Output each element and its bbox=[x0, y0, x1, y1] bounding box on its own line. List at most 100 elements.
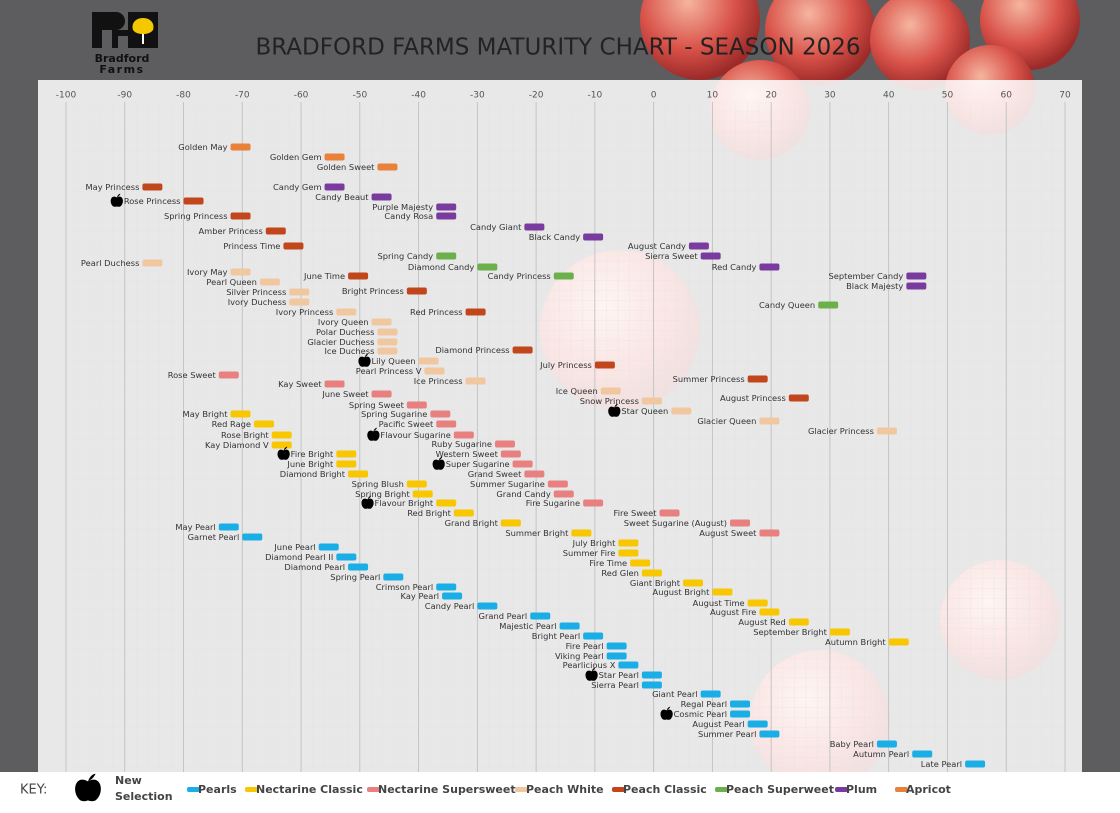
new-selection-icon bbox=[660, 706, 673, 720]
logo-text: Farms bbox=[99, 63, 144, 76]
bar bbox=[430, 410, 451, 418]
legend-swatch bbox=[612, 787, 625, 792]
new-selection-icon bbox=[361, 495, 374, 509]
variety-label: Super Sugarine bbox=[446, 459, 510, 469]
variety-label: Ice Duchess bbox=[324, 346, 374, 356]
bar bbox=[477, 602, 498, 610]
variety-label: Fire Pearl bbox=[566, 641, 604, 651]
variety-label: September Bright bbox=[753, 627, 827, 637]
legend-swatch bbox=[715, 787, 728, 792]
new-selection-icon bbox=[110, 193, 123, 207]
variety-label: Red Bright bbox=[407, 508, 451, 518]
legend-label: Apricot bbox=[906, 783, 951, 796]
bar bbox=[788, 618, 809, 626]
legend-swatch bbox=[835, 787, 848, 792]
x-tick-label: -20 bbox=[529, 91, 544, 101]
x-tick-label: 10 bbox=[707, 91, 719, 101]
variety-label: Viking Pearl bbox=[555, 651, 604, 661]
variety-label: Spring Blush bbox=[352, 479, 404, 489]
variety-label: Lily Queen bbox=[372, 356, 416, 366]
variety-label: Flavour Sugarine bbox=[380, 430, 450, 440]
legend-label: Nectarine Classic bbox=[256, 783, 363, 796]
bar bbox=[606, 642, 627, 650]
bar bbox=[659, 509, 680, 517]
new-selection-icon bbox=[608, 403, 621, 417]
bar bbox=[688, 242, 709, 250]
variety-label: Bright Pearl bbox=[532, 631, 580, 641]
bar bbox=[442, 592, 463, 600]
bar bbox=[218, 523, 239, 531]
variety-label: Black Majesty bbox=[846, 281, 903, 291]
bar bbox=[553, 272, 574, 280]
bar bbox=[348, 563, 369, 571]
x-tick-label: 30 bbox=[824, 91, 836, 101]
variety-label: Red Candy bbox=[712, 262, 757, 272]
bar bbox=[618, 549, 639, 557]
legend-swatch bbox=[515, 787, 528, 792]
variety-label: Grand Candy bbox=[496, 489, 550, 499]
bar bbox=[630, 559, 651, 567]
bar bbox=[318, 543, 339, 551]
variety-label: Late Pearl bbox=[921, 759, 962, 769]
bar bbox=[559, 622, 580, 630]
bar bbox=[436, 212, 457, 220]
bar bbox=[371, 390, 392, 398]
variety-label: Giant Pearl bbox=[652, 689, 698, 699]
variety-label: Diamond Bright bbox=[280, 469, 346, 479]
variety-label: Fire Bright bbox=[291, 449, 334, 459]
x-tick-label: -100 bbox=[56, 91, 77, 101]
variety-label: Ivory May bbox=[187, 267, 228, 277]
variety-label: Crimson Pearl bbox=[376, 582, 434, 592]
bar bbox=[377, 347, 398, 355]
variety-label: Fire Sugarine bbox=[526, 498, 580, 508]
variety-label: Spring Sugarine bbox=[361, 409, 427, 419]
bar bbox=[465, 308, 486, 316]
variety-label: Spring Pearl bbox=[330, 572, 380, 582]
variety-label: Golden Gem bbox=[270, 152, 322, 162]
bar bbox=[583, 632, 604, 640]
x-tick-label: 50 bbox=[942, 91, 954, 101]
variety-label: Glacier Princess bbox=[808, 426, 874, 436]
bar bbox=[436, 252, 457, 260]
bar bbox=[906, 272, 927, 280]
variety-label: Western Sweet bbox=[436, 449, 499, 459]
bar bbox=[912, 750, 933, 758]
variety-label: August Pearl bbox=[692, 719, 744, 729]
bar bbox=[553, 490, 574, 498]
variety-label: Glacier Duchess bbox=[307, 337, 374, 347]
bar bbox=[142, 259, 163, 267]
bar bbox=[747, 720, 768, 728]
variety-label: Star Queen bbox=[621, 406, 668, 416]
variety-label: Kay Diamond V bbox=[205, 440, 269, 450]
variety-label: June Sweet bbox=[321, 389, 369, 399]
variety-label: Star Pearl bbox=[599, 670, 639, 680]
bar bbox=[759, 417, 780, 425]
bar bbox=[436, 420, 457, 428]
variety-label: June Pearl bbox=[273, 542, 315, 552]
bar bbox=[424, 367, 445, 375]
bar bbox=[230, 268, 251, 276]
bar bbox=[712, 588, 733, 596]
variety-label: Autumn Pearl bbox=[853, 749, 909, 759]
legend-swatch bbox=[245, 787, 258, 792]
x-tick-label: -80 bbox=[176, 91, 191, 101]
variety-label: Golden Sweet bbox=[317, 162, 375, 172]
x-tick-label: -30 bbox=[470, 91, 485, 101]
bar bbox=[324, 183, 345, 191]
x-tick-label: -60 bbox=[294, 91, 309, 101]
variety-label: Spring Candy bbox=[377, 251, 433, 261]
bar bbox=[641, 671, 662, 679]
variety-label: Summer Pearl bbox=[698, 729, 756, 739]
bar bbox=[530, 612, 551, 620]
bar bbox=[500, 450, 521, 458]
bar bbox=[512, 460, 533, 468]
variety-label: Candy Pearl bbox=[425, 601, 475, 611]
variety-label: Pearl Duchess bbox=[81, 258, 139, 268]
variety-label: Candy Rosa bbox=[384, 211, 433, 221]
bar bbox=[829, 628, 850, 636]
bar bbox=[242, 533, 263, 541]
bar bbox=[618, 539, 639, 547]
new-selection-icon bbox=[277, 446, 290, 460]
